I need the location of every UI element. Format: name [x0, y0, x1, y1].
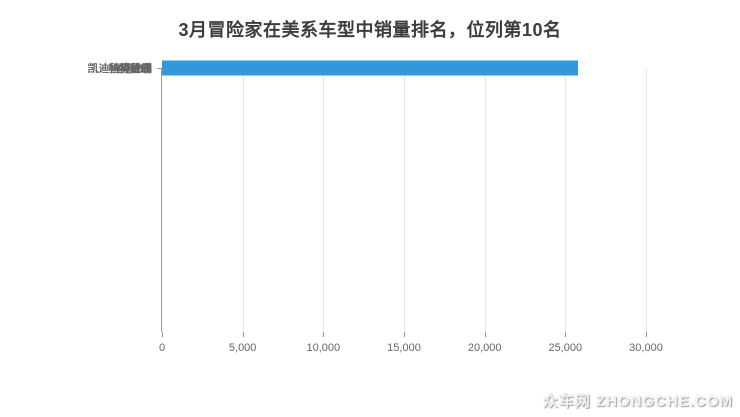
- category-label: 科鲁泽: [119, 63, 152, 75]
- category-label: 君威: [130, 63, 152, 75]
- category-label: 探险者: [119, 63, 152, 75]
- category-label: Model+3: [109, 62, 152, 74]
- gridline: [242, 68, 244, 332]
- gridline: [484, 68, 486, 332]
- x-axis-label: 20,000: [467, 342, 502, 354]
- gridline: [565, 68, 567, 332]
- x-axis-tick: [162, 332, 163, 337]
- category-label: 威朗: [130, 63, 152, 75]
- x-axis-tick: [323, 332, 325, 337]
- x-axis-tick: [242, 332, 244, 337]
- gridline: [323, 68, 325, 332]
- x-axis-label: 0: [158, 342, 166, 354]
- category-label: Model+Y: [108, 62, 152, 74]
- x-axis-label: 10,000: [306, 342, 341, 354]
- watermark: 众车网 ZHONGCHE.COM: [543, 390, 733, 411]
- category-label: 凯迪拉克CT5: [87, 63, 152, 75]
- x-axis-label: 5,000: [228, 342, 257, 354]
- x-axis-tick: [565, 332, 567, 337]
- gridline: [404, 68, 405, 332]
- category-label: 凯迪拉克XT5: [87, 63, 152, 75]
- category-label: 冒险家: [119, 63, 152, 75]
- chart-title: 3月冒险家在美系车型中销量排名，位列第10名: [178, 20, 562, 40]
- x-axis-tick: [646, 332, 647, 337]
- x-axis-label: 15,000: [387, 342, 421, 354]
- gridline: [646, 68, 647, 332]
- bar-冒险家: [162, 60, 189, 76]
- x-axis-label: 25,000: [548, 342, 583, 354]
- category-tick: [157, 68, 162, 69]
- watermark-cn: 众车网: [542, 393, 591, 410]
- x-axis-tick: [404, 332, 405, 337]
- category-label: 别克GL8: [109, 63, 152, 75]
- x-axis-tick: [484, 332, 486, 337]
- x-axis-label: 30,000: [629, 342, 663, 354]
- watermark-en: ZHONGCHE.COM: [596, 393, 733, 410]
- plot-area: Model+Y Model+3 别克GL8 威朗 科鲁泽 凯迪拉克CT5 君威 凯迪拉克XT5…: [87, 60, 663, 354]
